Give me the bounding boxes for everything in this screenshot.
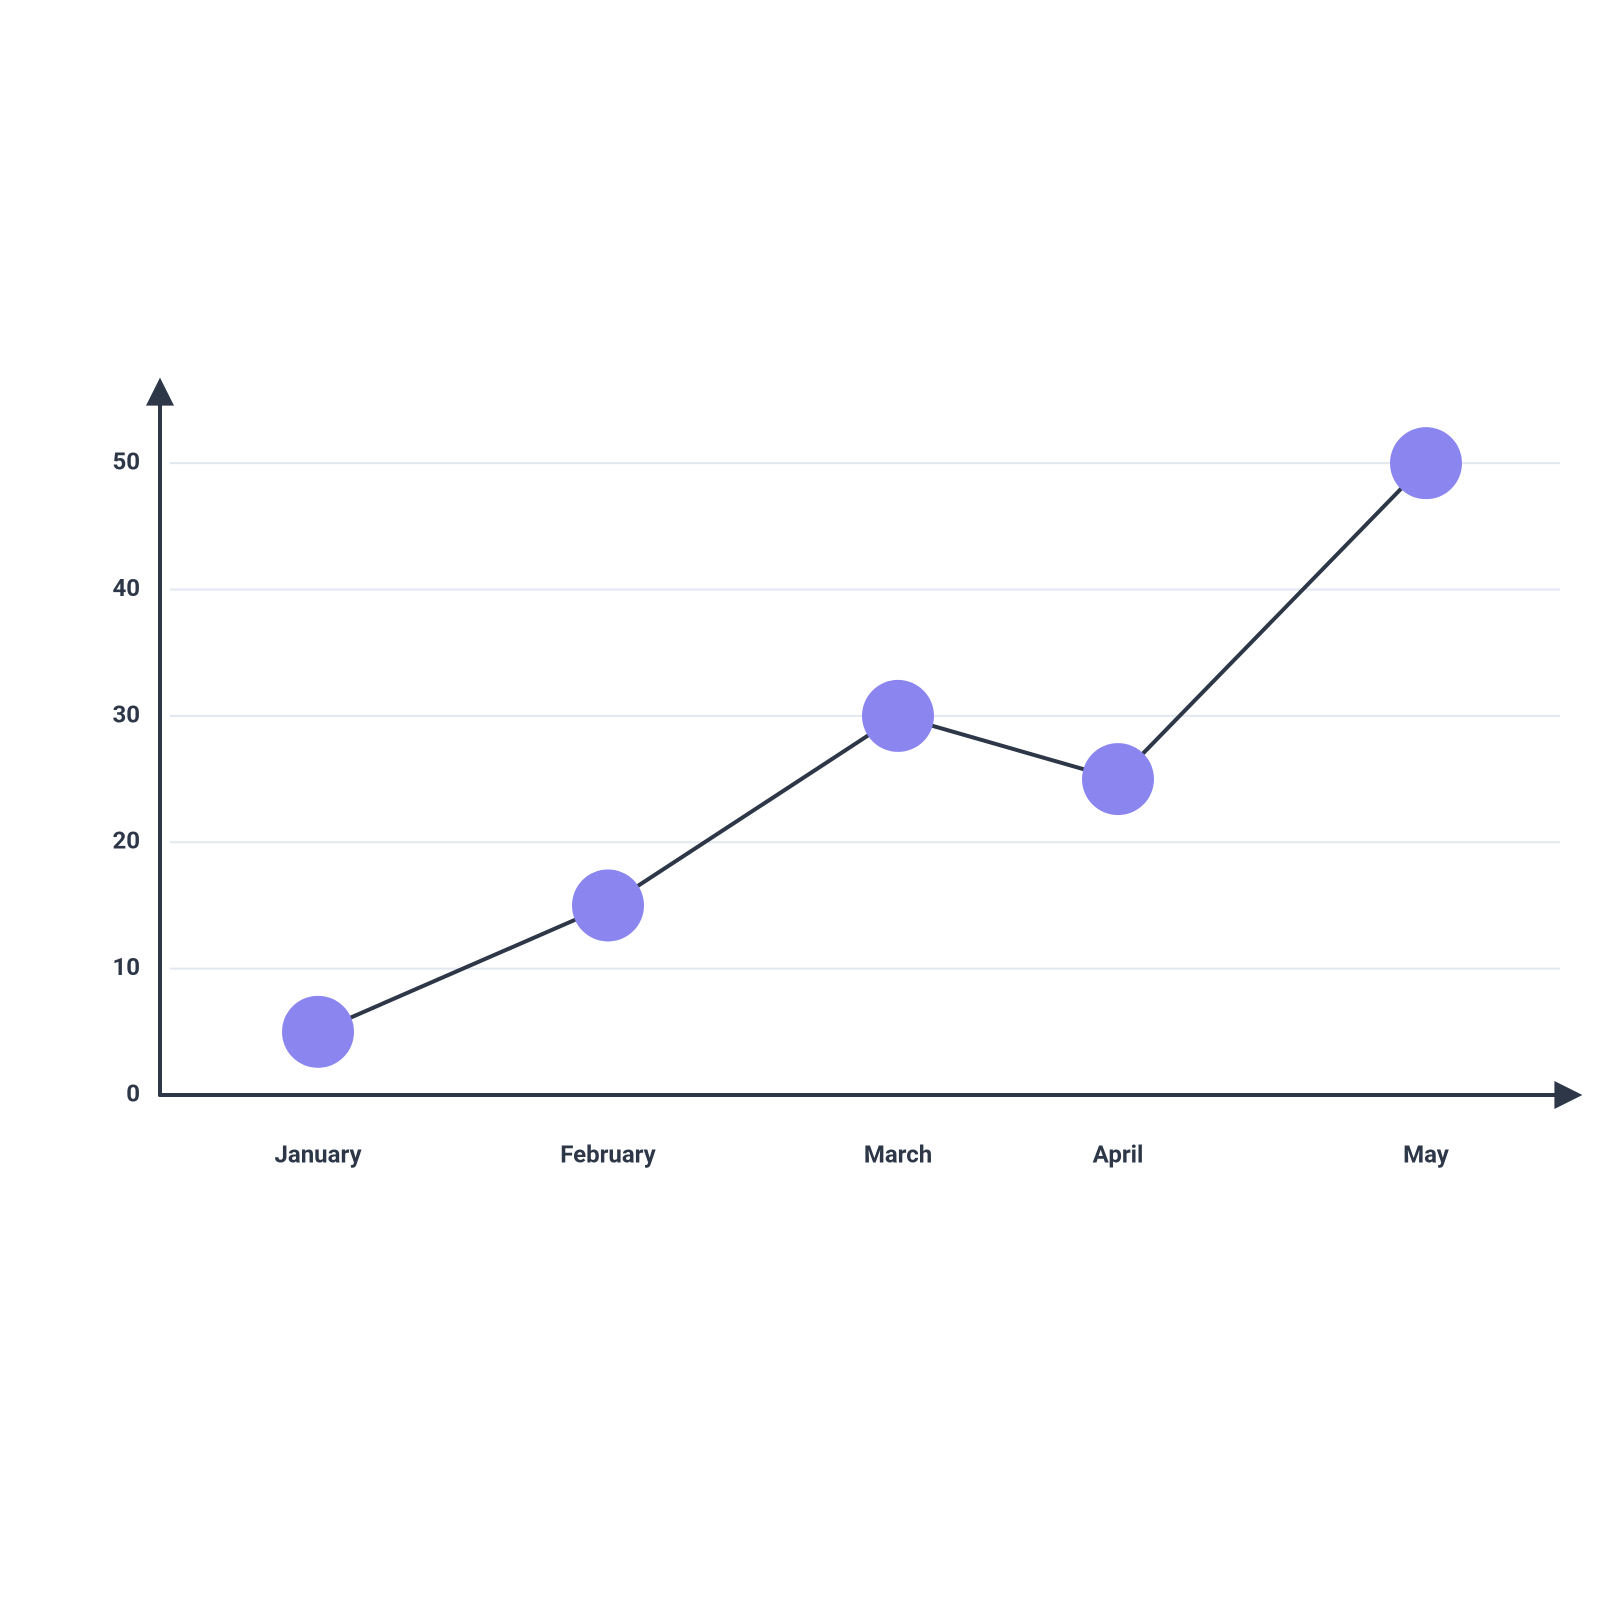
data-marker <box>282 996 354 1068</box>
line-chart: 0 10 20 30 40 50 January February March April May <box>0 0 1600 1600</box>
x-tick-label: May <box>1403 1141 1450 1169</box>
y-tick-label: 0 <box>126 1079 140 1107</box>
y-tick-label: 40 <box>112 574 140 602</box>
y-axis-arrow-icon <box>146 378 174 406</box>
y-tick-label: 30 <box>112 700 140 728</box>
x-tick-label: February <box>560 1141 656 1169</box>
y-tick-label: 20 <box>112 827 140 855</box>
data-marker <box>862 680 934 752</box>
data-marker <box>1082 743 1154 815</box>
x-axis-arrow-icon <box>1554 1081 1582 1109</box>
x-tick-label: March <box>864 1141 932 1169</box>
x-tick-label: January <box>274 1141 362 1169</box>
chart-svg: 0 10 20 30 40 50 January February March April May <box>0 0 1600 1600</box>
data-line <box>318 463 1426 1032</box>
data-marker <box>1390 427 1462 499</box>
y-tick-label: 50 <box>112 448 140 476</box>
data-marker <box>572 869 644 941</box>
x-tick-label: April <box>1093 1141 1144 1169</box>
y-tick-label: 10 <box>112 953 140 981</box>
